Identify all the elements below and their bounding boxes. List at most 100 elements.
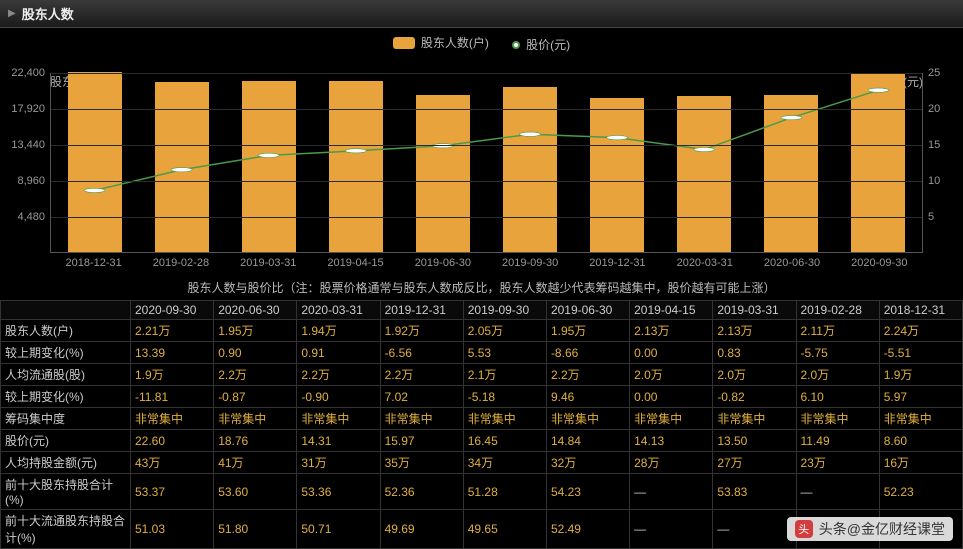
table-cell: -0.82 xyxy=(713,386,796,408)
table-cell: 53.37 xyxy=(131,474,214,510)
table-cell: — xyxy=(630,474,713,510)
row-label: 前十大股东持股合计(%) xyxy=(1,474,131,510)
table-cell: 41万 xyxy=(214,452,297,474)
table-cell: 22.60 xyxy=(131,430,214,452)
table-cell: 2.13万 xyxy=(713,320,796,342)
table-cell: 1.94万 xyxy=(297,320,380,342)
table-cell: 2.21万 xyxy=(131,320,214,342)
table-cell: 16.45 xyxy=(463,430,546,452)
table-cell: 非常集中 xyxy=(463,408,546,430)
row-label: 股价(元) xyxy=(1,430,131,452)
row-label: 前十大流通股东持股合计(%) xyxy=(1,510,131,549)
table-cell: 16万 xyxy=(879,452,962,474)
x-label: 2019-09-30 xyxy=(486,257,573,269)
grid-line xyxy=(51,181,922,182)
table-cell: 54.23 xyxy=(546,474,629,510)
grid-line xyxy=(51,73,922,74)
table-header-cell: 2020-09-30 xyxy=(131,301,214,320)
table-cell: 非常集中 xyxy=(214,408,297,430)
table-cell: 53.36 xyxy=(297,474,380,510)
table-cell: 49.65 xyxy=(463,510,546,549)
watermark: 头 头条 @金亿财经课堂 xyxy=(787,517,953,541)
table-cell: 51.28 xyxy=(463,474,546,510)
table-cell: 1.9万 xyxy=(879,364,962,386)
x-axis-labels: 2018-12-312019-02-282019-03-312019-04-15… xyxy=(0,257,963,269)
table-cell: -5.75 xyxy=(796,342,879,364)
y-left-label: 17,920 xyxy=(11,103,51,115)
y-right-label: 10 xyxy=(922,175,940,187)
table-cell: 非常集中 xyxy=(131,408,214,430)
table-cell: 14.31 xyxy=(297,430,380,452)
table-cell: 非常集中 xyxy=(630,408,713,430)
table-cell: — xyxy=(630,510,713,549)
table-cell: — xyxy=(796,474,879,510)
table-header-cell: 2019-04-15 xyxy=(630,301,713,320)
watermark-prefix: 头条 xyxy=(819,519,847,539)
table-header-cell: 2019-03-31 xyxy=(713,301,796,320)
line-series xyxy=(51,73,922,252)
table-cell: 非常集中 xyxy=(297,408,380,430)
x-label: 2019-03-31 xyxy=(225,257,312,269)
table-cell: 8.60 xyxy=(879,430,962,452)
table-cell: 52.49 xyxy=(546,510,629,549)
table-cell: 非常集中 xyxy=(546,408,629,430)
table-header-cell: 2020-03-31 xyxy=(297,301,380,320)
table-cell: 0.90 xyxy=(214,342,297,364)
y-left-label: 8,960 xyxy=(17,175,51,187)
table-cell: 0.00 xyxy=(630,386,713,408)
grid-line xyxy=(51,217,922,218)
table-cell: -5.51 xyxy=(879,342,962,364)
x-label: 2019-06-30 xyxy=(399,257,486,269)
table-cell: 5.97 xyxy=(879,386,962,408)
row-label: 较上期变化(%) xyxy=(1,342,131,364)
row-label: 股东人数(户) xyxy=(1,320,131,342)
table-cell: 2.24万 xyxy=(879,320,962,342)
table-cell: 7.02 xyxy=(380,386,463,408)
table-cell: -6.56 xyxy=(380,342,463,364)
legend-item-line: 股价(元) xyxy=(512,36,570,53)
table-row: 较上期变化(%)13.390.900.91-6.565.53-8.660.000… xyxy=(1,342,963,364)
table-cell: 2.0万 xyxy=(713,364,796,386)
table-cell: 0.91 xyxy=(297,342,380,364)
table-cell: 1.92万 xyxy=(380,320,463,342)
x-label: 2020-03-31 xyxy=(661,257,748,269)
y-right-label: 5 xyxy=(922,211,934,223)
table-header-cell: 2020-06-30 xyxy=(214,301,297,320)
panel-title: 股东人数 xyxy=(22,4,74,23)
table-cell: 2.1万 xyxy=(463,364,546,386)
legend-item-bar: 股东人数(户) xyxy=(393,34,489,51)
row-label: 人均流通股(股) xyxy=(1,364,131,386)
y-right-label: 20 xyxy=(922,103,940,115)
table-row: 筹码集中度非常集中非常集中非常集中非常集中非常集中非常集中非常集中非常集中非常集… xyxy=(1,408,963,430)
table-cell: 2.0万 xyxy=(630,364,713,386)
grid-line xyxy=(51,145,922,146)
chart-subtitle: 股东人数与股价比（注：股票价格通常与股东人数成反比，股东人数越少代表筹码越集中，… xyxy=(0,269,963,300)
watermark-text: @金亿财经课堂 xyxy=(847,519,945,539)
table-cell: 34万 xyxy=(463,452,546,474)
header-arrow-icon: ▶ xyxy=(8,8,16,19)
table-cell: -5.18 xyxy=(463,386,546,408)
table-cell: 2.0万 xyxy=(796,364,879,386)
table-cell: 27万 xyxy=(713,452,796,474)
chart-legend: 股东人数(户) 股价(元) xyxy=(0,28,963,55)
table-cell: 2.2万 xyxy=(214,364,297,386)
table-header-cell: 2019-02-28 xyxy=(796,301,879,320)
y-left-label: 22,400 xyxy=(11,67,51,79)
table-cell: 2.05万 xyxy=(463,320,546,342)
table-cell: — xyxy=(713,510,796,549)
table-header-cell: 2019-06-30 xyxy=(546,301,629,320)
x-label: 2018-12-31 xyxy=(50,257,137,269)
table-cell: 43万 xyxy=(131,452,214,474)
table-cell: 52.23 xyxy=(879,474,962,510)
table-row: 股价(元)22.6018.7614.3115.9716.4514.8414.13… xyxy=(1,430,963,452)
row-label: 较上期变化(%) xyxy=(1,386,131,408)
x-label: 2019-04-15 xyxy=(312,257,399,269)
table-cell: 9.46 xyxy=(546,386,629,408)
table-header-cell xyxy=(1,301,131,320)
table-cell: 13.50 xyxy=(713,430,796,452)
table-cell: 18.76 xyxy=(214,430,297,452)
table-cell: 2.13万 xyxy=(630,320,713,342)
row-label: 筹码集中度 xyxy=(1,408,131,430)
table-cell: 15.97 xyxy=(380,430,463,452)
x-label: 2019-12-31 xyxy=(574,257,661,269)
